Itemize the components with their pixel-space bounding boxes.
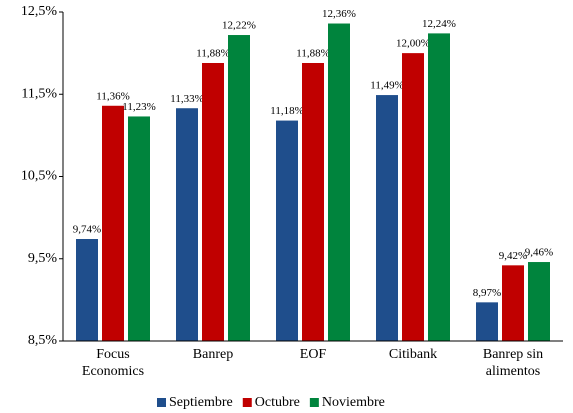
- data-label: 12,36%: [322, 8, 356, 20]
- bar: [302, 62, 324, 342]
- x-tick-label: EOF: [299, 347, 327, 362]
- data-label: 11,49%: [370, 80, 404, 92]
- x-tick-label: Banrep sin alimentos: [482, 347, 544, 379]
- data-label: 8,97%: [473, 287, 501, 299]
- data-label: 12,22%: [222, 20, 256, 32]
- y-tick-label: 9,5%: [28, 251, 58, 266]
- data-label: 11,88%: [196, 48, 230, 60]
- legend-label: Octubre: [255, 395, 300, 410]
- data-label: 9,42%: [499, 250, 527, 262]
- data-label: 11,88%: [296, 48, 330, 60]
- bar: [502, 265, 524, 341]
- bar: [128, 116, 150, 342]
- y-tick-label: 8,5%: [28, 333, 58, 348]
- bar: [102, 105, 124, 341]
- legend-swatch: [309, 398, 319, 407]
- data-label: 11,33%: [170, 93, 204, 105]
- bar: [376, 95, 398, 341]
- bar: [528, 262, 550, 341]
- bar: [202, 62, 224, 342]
- data-label: 11,23%: [122, 101, 156, 113]
- data-label: 12,00%: [396, 38, 430, 50]
- bar: [76, 239, 98, 341]
- y-tick-label: 12,5%: [21, 4, 58, 19]
- data-label: 11,36%: [96, 90, 130, 102]
- bar: [402, 53, 424, 341]
- data-label: 11,18%: [270, 105, 304, 117]
- legend-swatch: [157, 398, 166, 407]
- legend-swatch: [242, 398, 252, 407]
- bar: [228, 35, 250, 341]
- legend-label: Noviembre: [322, 395, 385, 410]
- x-tick-label: Focus Economics: [81, 347, 145, 379]
- bar: [476, 302, 498, 341]
- y-tick-label: 10,5%: [21, 169, 58, 184]
- bar: [276, 120, 298, 341]
- data-label: 9,74%: [73, 224, 101, 236]
- legend-label: Septiembre: [169, 395, 233, 410]
- x-tick-label: Banrep: [192, 347, 234, 362]
- bar: [428, 33, 450, 341]
- data-label: 9,46%: [525, 247, 553, 259]
- bar: [328, 23, 350, 341]
- y-tick-label: 11,5%: [21, 86, 57, 101]
- bar: [176, 108, 198, 341]
- data-label: 12,24%: [422, 18, 456, 30]
- x-tick-label: Citibank: [388, 347, 438, 362]
